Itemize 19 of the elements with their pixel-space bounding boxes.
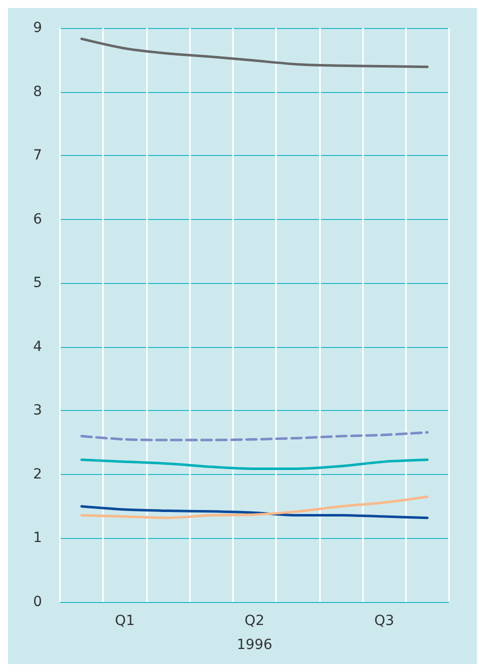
- line-series: [80, 505, 429, 520]
- line-series: [80, 38, 429, 68]
- line-series: [80, 458, 429, 470]
- y-tick-label: 0: [33, 594, 42, 610]
- y-tick-label: 9: [33, 20, 42, 36]
- x-tick-label: Q1: [114, 613, 135, 629]
- y-tick-label: 7: [33, 148, 42, 164]
- y-tick-label: 6: [33, 211, 42, 228]
- x-tick-label: Q3: [374, 613, 394, 629]
- y-tick-label: 3: [33, 402, 42, 419]
- y-tick-label: 8: [33, 84, 42, 100]
- y-tick-label: 1: [33, 530, 42, 546]
- x-axis-title: 1996: [236, 637, 272, 653]
- y-tick-label: 4: [33, 338, 42, 355]
- y-tick-label: 5: [33, 275, 42, 292]
- line-series: [80, 431, 429, 442]
- y-tick-label: 2: [33, 466, 42, 482]
- x-tick-label: Q2: [244, 613, 264, 629]
- line-series: [80, 496, 429, 520]
